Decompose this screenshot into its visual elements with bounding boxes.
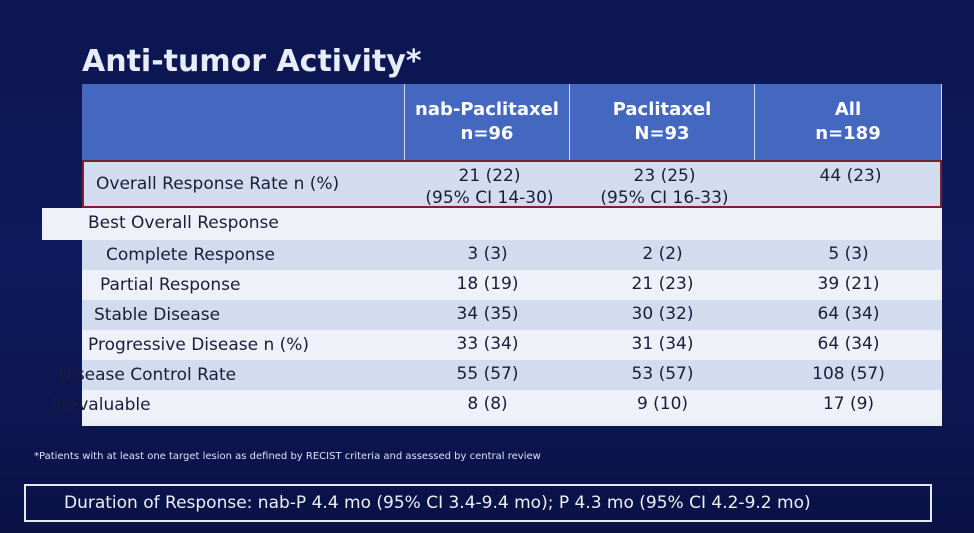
duration-box: Duration of Response: nab-P 4.4 mo (95% … xyxy=(24,484,932,522)
row-label: Progressive Disease n (%) xyxy=(88,335,310,355)
cell-text: 55 (57) xyxy=(456,364,519,384)
cell-text: 34 (35) xyxy=(456,304,519,324)
table-cell: 64 (34) xyxy=(755,303,942,325)
table-cell: 44 (23) xyxy=(757,165,944,187)
table-cell: 55 (57) xyxy=(405,363,570,385)
cell-text: 30 (32) xyxy=(631,304,694,324)
cell-text: 21 (22) xyxy=(458,166,521,186)
table-cell: 33 (34) xyxy=(405,333,570,355)
row-label: Stable Disease xyxy=(94,305,221,325)
table-cell: 17 (9) xyxy=(755,393,942,415)
results-table: nab-Paclitaxel n=96 Paclitaxel N=93 All n=189… xyxy=(42,84,942,426)
cell-text: 17 (9) xyxy=(822,394,875,414)
cell-text: 64 (34) xyxy=(817,334,880,354)
row-label: Best Overall Response xyxy=(88,213,279,233)
table-row: Partial Response 18 (19) 21 (23) 39 (21) xyxy=(82,270,942,300)
row-label: Complete Response xyxy=(106,245,275,265)
table-cell: 21 (22) (95% CI 14-30) xyxy=(407,165,572,209)
row-label-bg xyxy=(42,208,82,240)
table-cell: 3 (3) xyxy=(405,243,570,265)
cell-text: (95% CI 16-33) xyxy=(600,188,729,208)
cell-text: 8 (8) xyxy=(467,394,508,414)
column-name: Paclitaxel xyxy=(612,99,712,120)
table-row: Disease Control Rate 55 (57) 53 (57) 108 (5… xyxy=(58,360,942,390)
row-label: Partial Response xyxy=(100,275,241,295)
cell-text: 53 (57) xyxy=(631,364,694,384)
cell-text: 3 (3) xyxy=(467,244,508,264)
cell-text: 39 (21) xyxy=(817,274,880,294)
table-cell: 34 (35) xyxy=(405,303,570,325)
table-cell: 21 (23) xyxy=(570,273,755,295)
column-n: N=93 xyxy=(634,123,690,144)
table-cell: 108 (57) xyxy=(755,363,942,385)
table-row: Overall Response Rate n (%) 21 (22) (95% C… xyxy=(82,160,942,208)
table-cell: 39 (21) xyxy=(755,273,942,295)
table-row: Inevaluable 8 (8) 9 (10) 17 (9) xyxy=(52,390,942,422)
table-cell: 30 (32) xyxy=(570,303,755,325)
footnote: *Patients with at least one target lesio… xyxy=(34,451,541,462)
table-cell: 53 (57) xyxy=(570,363,755,385)
column-name: All xyxy=(834,99,862,120)
cell-text: 21 (23) xyxy=(631,274,694,294)
table-row: Complete Response 3 (3) 2 (2) 5 (3) xyxy=(82,240,942,270)
table-cell: 64 (34) xyxy=(755,333,942,355)
cell-text: 31 (34) xyxy=(631,334,694,354)
cell-text: (95% CI 14-30) xyxy=(425,188,554,208)
cell-text: 108 (57) xyxy=(812,364,885,384)
column-header: Paclitaxel N=93 xyxy=(570,84,755,160)
column-n: n=96 xyxy=(460,123,514,144)
cell-text: 5 (3) xyxy=(828,244,869,264)
column-n: n=189 xyxy=(815,123,881,144)
table-row: Stable Disease 34 (35) 30 (32) 64 (34) xyxy=(82,300,942,330)
row-label: Overall Response Rate n (%) xyxy=(96,174,340,194)
table-cell: 18 (19) xyxy=(405,273,570,295)
cell-text: 64 (34) xyxy=(817,304,880,324)
cell-text: 9 (10) xyxy=(636,394,689,414)
header-blank xyxy=(82,84,405,160)
table-cell: 31 (34) xyxy=(570,333,755,355)
column-header: All n=189 xyxy=(755,84,942,160)
row-label: Inevaluable xyxy=(52,395,151,415)
row-label: Disease Control Rate xyxy=(58,365,237,385)
table-row: Progressive Disease n (%) 33 (34) 31 (34) 6… xyxy=(82,330,942,360)
cell-text: 23 (25) xyxy=(633,166,696,186)
cell-text: 33 (34) xyxy=(456,334,519,354)
table-cell: 2 (2) xyxy=(570,243,755,265)
table-cell: 5 (3) xyxy=(755,243,942,265)
table-cell: 23 (25) (95% CI 16-33) xyxy=(572,165,757,209)
column-header: nab-Paclitaxel n=96 xyxy=(405,84,570,160)
table-cell: 9 (10) xyxy=(570,393,755,415)
cell-text: 18 (19) xyxy=(456,274,519,294)
cell-text: 2 (2) xyxy=(642,244,683,264)
table-cell: 8 (8) xyxy=(405,393,570,415)
column-name: nab-Paclitaxel xyxy=(415,99,559,120)
cell-text: 44 (23) xyxy=(819,166,882,186)
slide-title: Anti-tumor Activity* xyxy=(82,44,422,79)
table-row: Best Overall Response xyxy=(42,208,942,240)
